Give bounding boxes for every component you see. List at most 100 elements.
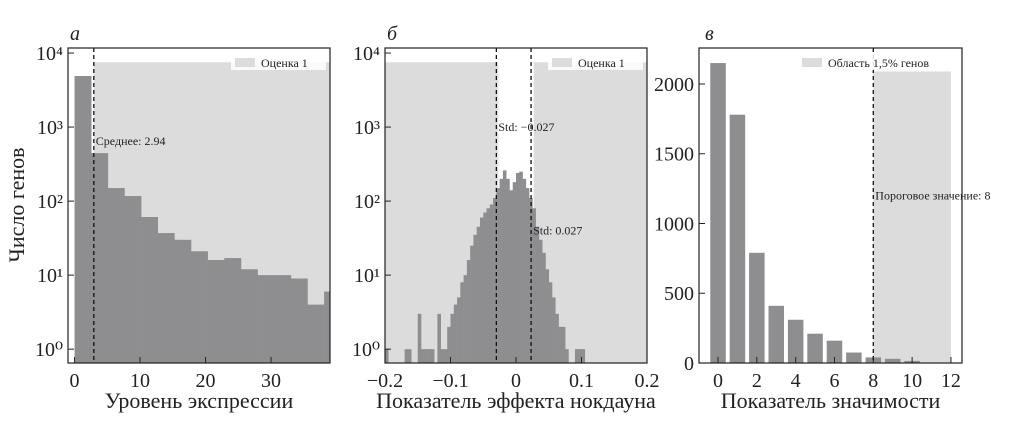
x-tick-label: 20	[196, 370, 216, 392]
histogram-bar	[107, 188, 125, 363]
histogram-bar	[324, 291, 330, 363]
histogram-bar	[542, 252, 546, 363]
histogram-bar	[535, 226, 540, 363]
y-tick-label: 10²	[37, 191, 63, 213]
histogram-bar	[519, 171, 523, 363]
highlight-region	[873, 71, 951, 363]
histogram-bar	[407, 349, 412, 363]
y-tick-label: 10⁴	[36, 43, 63, 65]
histogram-bar	[470, 245, 474, 363]
histogram-bar	[768, 305, 785, 363]
y-tick-label: 10⁰	[352, 339, 380, 361]
histogram-bar	[443, 349, 448, 363]
histogram-bar	[729, 114, 746, 363]
x-tick-label: 4	[791, 370, 801, 392]
x-tick-label: 8	[868, 370, 878, 392]
x-axis-label: Показатель эффекта нокдауна	[376, 388, 656, 413]
line-annotation: Std: 0.027	[533, 224, 582, 238]
line-annotation: Std: −0.027	[498, 120, 554, 134]
panel-letter: б	[387, 23, 398, 45]
y-tick-label: 10¹	[354, 265, 380, 287]
histogram-bar	[460, 282, 464, 363]
histogram-bar	[486, 208, 491, 363]
x-tick-label: 10	[130, 370, 150, 392]
histogram-bar	[552, 297, 556, 363]
histogram-bar	[307, 304, 325, 363]
histogram-bar	[581, 349, 586, 363]
histogram-bar	[453, 304, 458, 363]
x-tick-label: 30	[261, 370, 281, 392]
y-tick-label: 10⁰	[35, 339, 63, 361]
histogram-bar	[493, 198, 497, 363]
histogram-bar	[447, 326, 451, 363]
y-axis-label: Число генов	[4, 148, 29, 263]
histogram-bar	[512, 182, 517, 363]
panel-letter: в	[705, 23, 714, 45]
histogram-bar	[555, 313, 559, 363]
histogram-bar	[124, 196, 142, 363]
histogram-bar	[450, 313, 455, 363]
histogram-bar	[437, 313, 441, 363]
histogram-bar	[463, 275, 468, 363]
legend-swatch	[235, 58, 255, 67]
histogram-bar	[274, 275, 292, 363]
histogram-bar	[74, 75, 92, 363]
histogram-bar	[489, 204, 494, 363]
axes-frame	[698, 47, 963, 364]
histogram-bar	[548, 282, 553, 363]
histogram-bar	[545, 269, 550, 363]
y-tick-label: 10¹	[37, 265, 63, 287]
histogram-bar	[574, 349, 579, 363]
histogram-bar	[141, 216, 159, 363]
histogram-bar	[787, 319, 804, 363]
x-tick-label: −0.1	[432, 370, 468, 392]
legend-label: Оценка 1	[578, 56, 625, 70]
histogram-bar	[421, 349, 425, 363]
histogram-bar	[440, 349, 445, 363]
histogram-bar	[538, 239, 543, 363]
x-axis-label: Уровень экспрессии	[105, 388, 294, 413]
panel-letter: а	[70, 23, 80, 45]
y-tick-label: 1000	[654, 213, 694, 235]
x-tick-label: −0.2	[367, 370, 403, 392]
histogram-bar	[483, 212, 487, 363]
x-tick-label: 0	[511, 370, 521, 392]
panel-c: Пороговое значение: 8 Область 1,5% генов 0…	[654, 23, 991, 413]
x-tick-label: 0.2	[635, 370, 660, 392]
histogram-bar	[174, 239, 192, 363]
y-tick-label: 2000	[654, 74, 694, 96]
histogram-bar	[506, 178, 510, 363]
histogram-bar	[457, 297, 461, 363]
histogram-bar	[525, 188, 530, 363]
legend-label: Оценка 1	[261, 56, 308, 70]
histogram-bar	[509, 190, 514, 363]
x-axis-label: Показатель значимости	[721, 388, 941, 413]
legend-box	[798, 54, 958, 70]
histogram-bar	[466, 260, 471, 363]
legend-label: Область 1,5% генов	[828, 56, 929, 70]
histogram-bar	[846, 352, 862, 363]
x-tick-label: 0	[713, 370, 723, 392]
histogram-bar	[240, 269, 258, 363]
histogram-bar	[807, 333, 823, 363]
histogram-bar	[191, 251, 208, 363]
histogram-bar	[561, 326, 566, 363]
histogram-bar	[476, 226, 481, 363]
histogram-bar	[473, 234, 477, 363]
histogram-bar	[884, 358, 901, 363]
histogram-bar	[207, 260, 225, 363]
histogram-bar	[91, 153, 109, 363]
line-annotation: Пороговое значение: 8	[875, 189, 990, 203]
y-tick-label: 500	[664, 283, 694, 305]
x-tick-label: 2	[752, 370, 762, 392]
x-tick-label: 12	[941, 370, 961, 392]
x-tick-label: 6	[829, 370, 839, 392]
histogram-bar	[157, 233, 175, 363]
histogram-bar	[427, 349, 432, 363]
axes-frame	[67, 47, 331, 364]
y-tick-label: 0	[684, 353, 694, 375]
histogram-bar	[826, 340, 843, 363]
histogram-bar	[424, 349, 428, 363]
y-tick-label: 1500	[654, 144, 694, 166]
